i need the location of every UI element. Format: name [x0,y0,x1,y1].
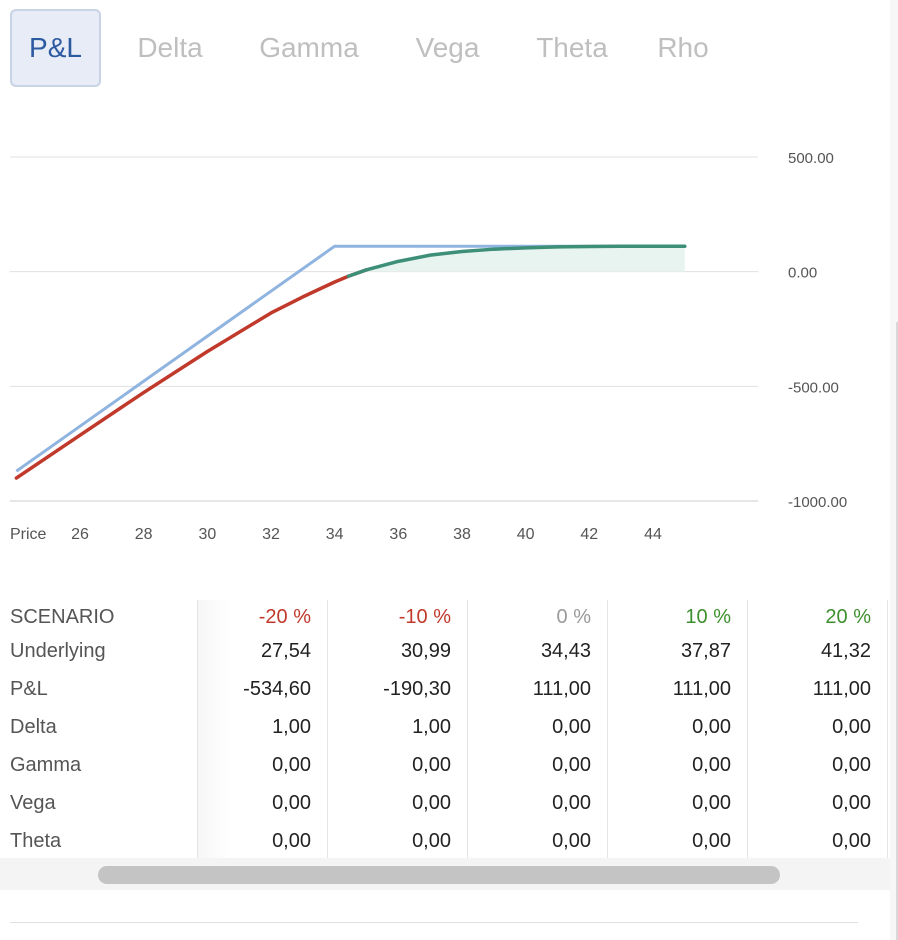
table-cell: 0,00 [552,792,591,814]
table-cell: 34,43 [540,640,591,662]
scenario-label: SCENARIO [10,606,115,628]
table-cell: 0,00 [692,792,731,814]
x-tick-label: 40 [517,526,535,543]
row-label: Gamma [10,754,82,776]
greek-tabs: P&L Delta Gamma Vega Theta Rho [10,9,738,87]
table-cell: 27,54 [260,640,311,662]
table-cell: 0,00 [412,792,451,814]
table-row: Underlying 27,54 30,99 34,43 37,87 41,32 [0,634,890,672]
scenario-col-minus20: -20 % [258,606,311,628]
row-label: Underlying [10,640,106,662]
table-cell: -190,30 [383,678,451,700]
table-cell: 0,00 [412,754,451,776]
profit-area [348,246,685,272]
column-divider [607,600,608,858]
x-tick-label: 42 [580,526,598,543]
table-cell: 0,00 [692,716,731,738]
y-tick-label: -500.00 [788,379,839,396]
table-row: Vega 0,00 0,00 0,00 0,00 0,00 [0,786,890,824]
x-axis-label: Price [10,526,47,543]
x-tick-label: 38 [453,526,471,543]
table-cell: -534,60 [243,678,311,700]
table-cell: 0,00 [832,792,871,814]
y-tick-label: 500.00 [788,150,834,167]
x-tick-label: 44 [644,526,662,543]
vertical-scrollbar-thumb[interactable] [896,322,898,940]
table-cell: 111,00 [812,678,871,700]
tab-gamma[interactable]: Gamma [259,32,359,63]
divider [10,922,858,923]
scenario-col-minus10: -10 % [398,606,451,628]
table-cell: 30,99 [400,640,451,662]
table-cell: 0,00 [552,716,591,738]
table-cell: 0,00 [272,830,311,852]
table-row: P&L -534,60 -190,30 111,00 111,00 111,00 [0,672,890,710]
tab-delta[interactable]: Delta [137,32,203,63]
table-cell: 1,00 [412,716,451,738]
x-tick-label: 26 [71,526,89,543]
tab-theta[interactable]: Theta [536,32,608,63]
column-divider [887,600,888,858]
table-cell: 0,00 [272,754,311,776]
table-cell: 0,00 [832,754,871,776]
table-row: Theta 0,00 0,00 0,00 0,00 0,00 [0,824,890,862]
scenario-col-zero: 0 % [556,606,591,628]
scenario-table: SCENARIO -20 % -10 % 0 % 10 % 20 % Under… [0,600,890,860]
expiration-pnl-line [15,244,685,473]
row-label: P&L [10,678,48,700]
x-tick-label: 34 [326,526,344,543]
y-tick-label: 0.00 [788,265,817,282]
column-divider [747,600,748,858]
table-row: Gamma 0,00 0,00 0,00 0,00 0,00 [0,748,890,786]
tab-rho[interactable]: Rho [657,32,709,63]
column-divider [467,600,468,858]
row-label: Vega [10,792,56,814]
table-cell: 0,00 [692,754,731,776]
table-cell: 0,00 [552,754,591,776]
tab-pnl[interactable]: P&L [10,9,101,87]
x-tick-label: 32 [262,526,280,543]
column-divider [327,600,328,858]
table-cell: 0,00 [832,830,871,852]
column-shadow [197,600,231,858]
scenario-col-plus10: 10 % [685,606,731,628]
horizontal-scrollbar-thumb[interactable] [98,866,780,884]
table-cell: 1,00 [272,716,311,738]
table-cell: 0,00 [552,830,591,852]
y-tick-label: -1000.00 [788,494,847,511]
table-cell: 0,00 [412,830,451,852]
row-label: Theta [10,830,62,852]
table-cell: 0,00 [692,830,731,852]
table-cell: 111,00 [672,678,731,700]
current-pnl-line-profit [346,244,687,279]
scenario-col-plus20: 20 % [825,606,871,628]
table-row: Delta 1,00 1,00 0,00 0,00 0,00 [0,710,890,748]
x-tick-label: 28 [135,526,153,543]
pnl-chart: 500.00 0.00 -500.00 -1000.00 Price 26 28 30 32 34… [10,150,847,543]
current-pnl-line-loss [14,268,369,480]
table-cell: 0,00 [832,716,871,738]
table-cell: 41,32 [820,640,871,662]
table-cell: 111,00 [532,678,591,700]
x-tick-label: 36 [389,526,407,543]
table-cell: 37,87 [680,640,731,662]
column-divider [197,600,198,858]
tab-vega[interactable]: Vega [415,32,480,63]
vertical-scrollbar-track[interactable] [890,0,898,940]
table-header-row: SCENARIO -20 % -10 % 0 % 10 % 20 % [0,600,890,638]
table-cell: 0,00 [272,792,311,814]
x-tick-label: 30 [198,526,216,543]
row-label: Delta [10,716,57,738]
